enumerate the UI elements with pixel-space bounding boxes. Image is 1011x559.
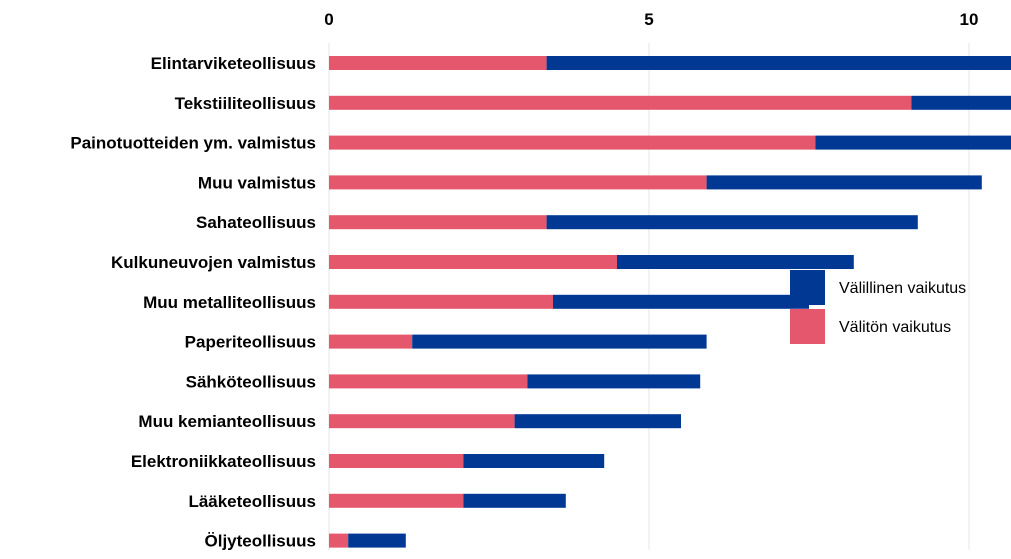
bar-segment-valiton[interactable] xyxy=(329,56,547,70)
bar-segment-valillinen[interactable] xyxy=(463,493,566,508)
bar-segment-valillinen[interactable] xyxy=(412,334,707,349)
bar-segment-valillinen[interactable] xyxy=(527,374,701,389)
bar-segment-valiton[interactable] xyxy=(329,215,547,230)
category-label: Lääketeollisuus xyxy=(188,492,316,511)
bar-segment-valillinen[interactable] xyxy=(706,175,982,190)
category-label: Paperiteollisuus xyxy=(185,333,316,352)
legend: Välillinen vaikutus Välitön vaikutus xyxy=(790,270,966,344)
bar-segment-valiton[interactable] xyxy=(329,454,464,468)
bar-segment-valiton[interactable] xyxy=(329,135,816,150)
category-label: Muu kemianteollisuus xyxy=(138,412,316,431)
legend-label-valillinen: Välillinen vaikutus xyxy=(839,280,966,297)
bar-segment-valillinen[interactable] xyxy=(553,294,809,309)
x-axis-ticks: 0 5 10 xyxy=(324,10,978,29)
category-label: Elektroniikkateollisuus xyxy=(131,452,316,471)
bar-segment-valillinen[interactable] xyxy=(348,533,406,548)
category-label: Muu metalliteollisuus xyxy=(143,293,316,312)
category-label: Muu valmistus xyxy=(198,173,316,192)
bar-segment-valiton[interactable] xyxy=(329,334,413,349)
bar-segment-valiton[interactable] xyxy=(329,294,553,309)
category-label: Tekstiiliteollisuus xyxy=(175,94,316,113)
bar-segment-valillinen[interactable] xyxy=(463,454,605,468)
bar-segment-valiton[interactable] xyxy=(329,414,515,429)
bar-segment-valillinen[interactable] xyxy=(546,56,1011,70)
bar-segment-valillinen[interactable] xyxy=(911,95,1011,110)
x-tick-label: 5 xyxy=(644,10,653,29)
category-label: Sähköteollisuus xyxy=(186,372,316,391)
category-labels: Elintarviketeollisuus Tekstiiliteollisuus… xyxy=(70,54,316,551)
category-label: Elintarviketeollisuus xyxy=(151,54,316,73)
x-tick-label: 10 xyxy=(960,10,979,29)
bar-segment-valillinen[interactable] xyxy=(815,135,1011,150)
bar-segment-valiton[interactable] xyxy=(329,493,464,508)
x-tick-label: 0 xyxy=(324,10,333,29)
bars xyxy=(329,56,1011,548)
bar-segment-valiton[interactable] xyxy=(329,374,528,389)
category-label: Öljyteollisuus xyxy=(205,532,316,551)
legend-swatch-valiton[interactable] xyxy=(790,309,825,344)
category-label: Sahateollisuus xyxy=(196,213,316,232)
legend-label-valiton: Välitön vaikutus xyxy=(839,319,951,336)
bar-segment-valiton[interactable] xyxy=(329,533,349,548)
bar-segment-valillinen[interactable] xyxy=(617,255,854,269)
bar-segment-valiton[interactable] xyxy=(329,255,617,269)
bar-segment-valillinen[interactable] xyxy=(514,414,681,429)
bar-segment-valillinen[interactable] xyxy=(546,215,918,230)
category-label: Painotuotteiden ym. valmistus xyxy=(70,134,316,153)
category-label: Kulkuneuvojen valmistus xyxy=(111,253,316,272)
bar-segment-valiton[interactable] xyxy=(329,95,912,110)
legend-swatch-valillinen[interactable] xyxy=(790,270,825,305)
bar-segment-valiton[interactable] xyxy=(329,175,707,190)
